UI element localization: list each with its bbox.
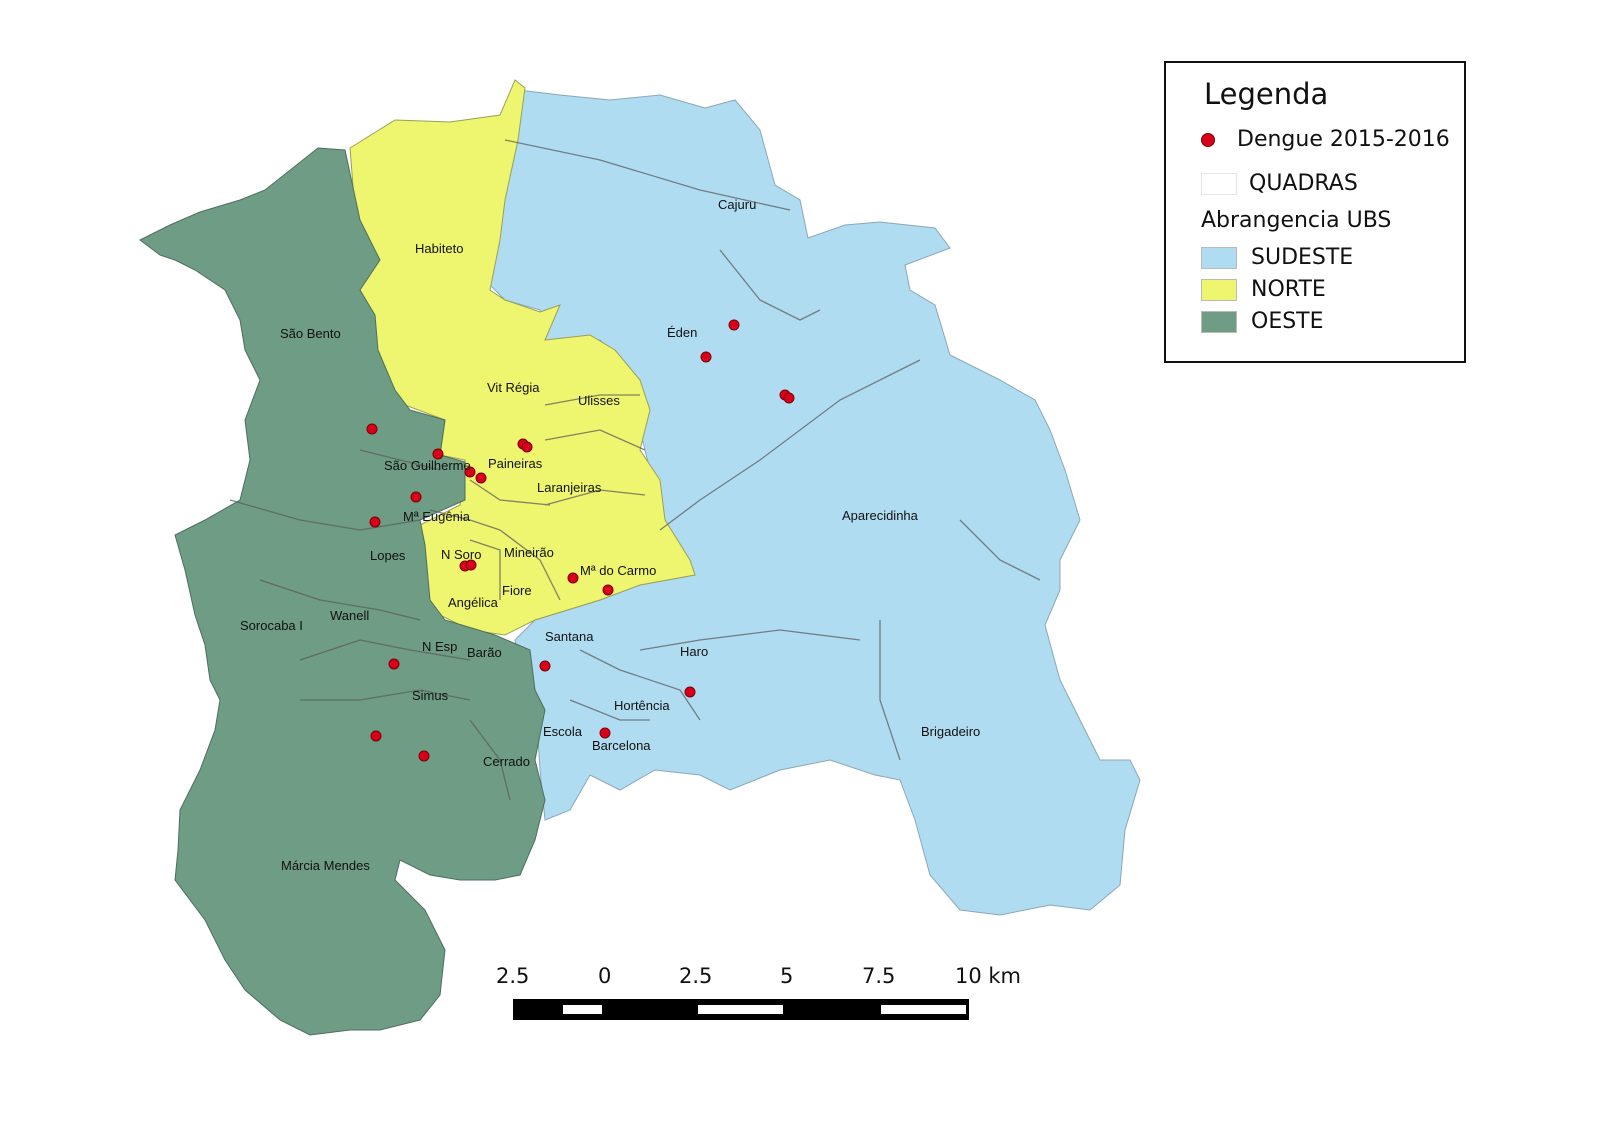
region-oeste [139, 147, 546, 1036]
dengue-point [388, 658, 400, 670]
dengue-point [432, 448, 444, 460]
place-label: Lopes [370, 548, 406, 563]
place-label: Éden [667, 325, 697, 340]
dengue-point [370, 730, 382, 742]
place-label: Cajuru [718, 197, 756, 212]
scale-bar-segment [698, 1005, 783, 1014]
place-label: Wanell [330, 608, 369, 623]
legend-item-dengue: Dengue 2015-2016 [1166, 127, 1450, 152]
legend-title: Legenda [1204, 77, 1329, 111]
quadras-swatch [1201, 172, 1237, 195]
place-label: N Esp [422, 639, 457, 654]
dengue-point [465, 559, 477, 571]
legend: Legenda Dengue 2015-2016 QUADRAS Abrange… [1164, 61, 1466, 363]
place-label: Cerrado [483, 754, 530, 769]
dengue-point [369, 516, 381, 528]
dengue-point [684, 686, 696, 698]
scale-label: 2.5 [679, 964, 712, 988]
place-label: Santana [545, 629, 594, 644]
legend-item-sudeste: SUDESTE [1201, 245, 1353, 270]
place-label: Laranjeiras [537, 480, 602, 495]
dengue-point [475, 472, 487, 484]
dengue-point [366, 423, 378, 435]
legend-item-oeste: OESTE [1201, 309, 1324, 334]
scale-bar-segment [563, 1005, 602, 1014]
scale-label: 2.5 [496, 964, 529, 988]
place-label: São Bento [280, 326, 341, 341]
dengue-point [783, 392, 795, 404]
legend-group-title: Abrangencia UBS [1201, 208, 1391, 233]
place-label: Márcia Mendes [281, 858, 370, 873]
dengue-point [418, 750, 430, 762]
place-label: Haro [680, 644, 708, 659]
place-label: Barcelona [592, 738, 651, 753]
place-label: Simus [412, 688, 449, 703]
dengue-point [599, 727, 611, 739]
sudeste-swatch [1201, 246, 1237, 269]
place-label: Angélica [448, 595, 499, 610]
scale-label: 5 [780, 964, 793, 988]
place-label: Fiore [502, 583, 532, 598]
place-label: Hortência [614, 698, 670, 713]
place-label: Escola [543, 724, 583, 739]
place-label: Aparecidinha [842, 508, 919, 523]
legend-label: Dengue 2015-2016 [1237, 127, 1450, 152]
dengue-point [464, 466, 476, 478]
dengue-point-icon [1201, 132, 1215, 147]
scale-bar-segment [881, 1005, 966, 1014]
legend-label: OESTE [1251, 309, 1324, 334]
dengue-point [539, 660, 551, 672]
district-boundaries [229, 139, 1041, 801]
legend-item-quadras: QUADRAS [1201, 171, 1358, 196]
norte-swatch [1201, 278, 1237, 301]
place-label: Habiteto [415, 241, 463, 256]
place-labels: Cajuru Habiteto São Bento Éden Vit Régia… [240, 197, 980, 873]
place-label: Vit Régia [487, 380, 540, 395]
legend-label: Abrangencia UBS [1201, 208, 1392, 233]
scale-label: 7.5 [862, 964, 895, 988]
dengue-point [521, 441, 533, 453]
dengue-point [700, 351, 712, 363]
place-label: Brigadeiro [921, 724, 980, 739]
dengue-point [567, 572, 579, 584]
oeste-swatch [1201, 310, 1237, 333]
legend-label: SUDESTE [1251, 245, 1354, 270]
place-label: Paineiras [488, 456, 543, 471]
dengue-point [602, 584, 614, 596]
place-label: Sorocaba I [240, 618, 303, 633]
legend-item-norte: NORTE [1201, 277, 1326, 302]
dengue-point [410, 491, 422, 503]
scale-label: 0 [598, 964, 611, 988]
place-label: N Soro [441, 547, 481, 562]
legend-label: QUADRAS [1249, 171, 1358, 196]
place-label: Mª Eugênia [403, 509, 471, 524]
dengue-point [728, 319, 740, 331]
place-label: Ulisses [578, 393, 620, 408]
scale-label: 10 km [955, 964, 1021, 988]
scale-bar: 2.5 0 2.5 5 7.5 10 km [496, 964, 1021, 1020]
dengue-points [366, 319, 795, 762]
place-label: Mineirão [504, 545, 554, 560]
place-label: Mª do Carmo [580, 563, 656, 578]
place-label: Barão [467, 645, 502, 660]
place-label: São Guilherme [384, 458, 471, 473]
legend-label: NORTE [1251, 277, 1326, 302]
